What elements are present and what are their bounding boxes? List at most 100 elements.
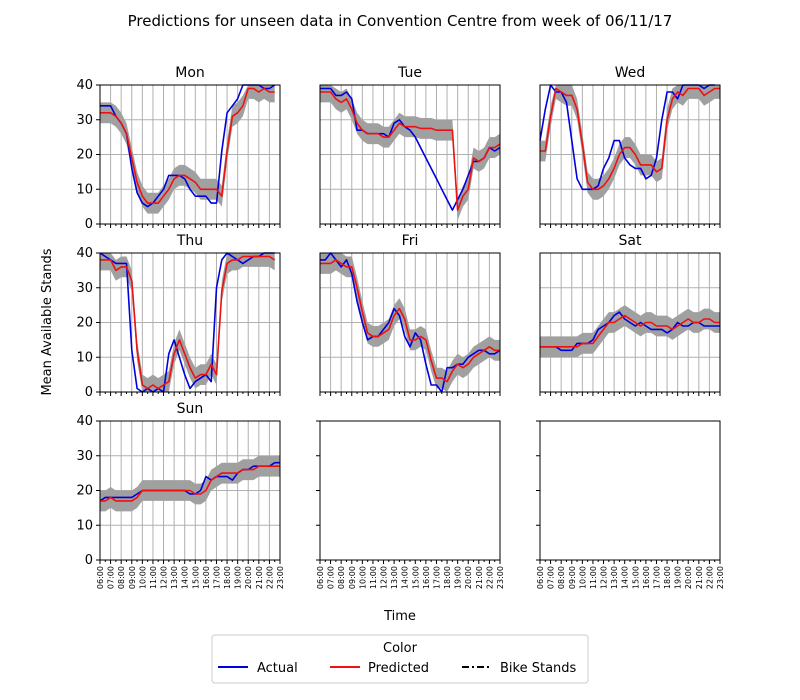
prediction-band (320, 253, 500, 392)
series-actual-line (540, 311, 720, 352)
subplot-wed: Wed (539, 65, 721, 228)
x-tick-label: 08:00 (337, 566, 346, 589)
series-predicted-line (100, 255, 276, 390)
legend-label-actual: Actual (257, 661, 298, 676)
x-tick-label: 09:00 (348, 566, 357, 589)
x-axis-label: Time (383, 609, 416, 624)
x-tick-label: 14:00 (621, 566, 630, 589)
subplot-thu: Thu 0 10 20 30 40 (76, 233, 281, 400)
x-tick-label: 18:00 (663, 566, 672, 589)
legend-label-bike-stands: Bike Stands (500, 661, 577, 676)
y-tick-label: 10 (76, 350, 93, 365)
x-tick-label: 14:00 (181, 566, 190, 589)
prediction-band (540, 305, 720, 358)
subplot-grid: Mon 0 10 20 30 40 Tue Wed Thu 0 10 20 30 40 Fri Sat Sun 0… (76, 65, 725, 589)
x-tick-label: 09:00 (128, 566, 137, 589)
subplot-empty-7: 06:00 07:00 08:00 09:00 10:00 11:00 12:00 13:00… (316, 420, 505, 589)
x-tick-label: 13:00 (390, 566, 399, 589)
x-tick-label: 13:00 (610, 566, 619, 589)
x-tick-label: 16:00 (202, 566, 211, 589)
y-tick-label: 40 (76, 78, 93, 93)
subplot-tue: Tue (319, 65, 501, 228)
subplot-title: Sun (177, 401, 204, 417)
x-tick-label: 22:00 (265, 566, 274, 589)
series-predicted-line (320, 259, 500, 383)
legend-label-predicted: Predicted (368, 661, 429, 676)
x-tick-label: 15:00 (411, 566, 420, 589)
subplot-empty-8: 06:00 07:00 08:00 09:00 10:00 11:00 12:00 13:00… (536, 420, 725, 589)
series-predicted-line (320, 91, 501, 211)
x-tick-label: 11:00 (369, 566, 378, 589)
subplot-title: Mon (175, 65, 205, 81)
x-tick-label: 20:00 (464, 566, 473, 589)
y-tick-label: 30 (76, 113, 93, 128)
x-tick-label: 20:00 (684, 566, 693, 589)
x-tick-label: 11:00 (589, 566, 598, 589)
series-actual-line (320, 87, 501, 211)
y-axis-label: Mean Available Stands (40, 248, 55, 395)
x-tick-label: 06:00 (536, 566, 545, 589)
prediction-band (100, 85, 275, 214)
subplot-frame (539, 420, 721, 561)
x-tick-label: 17:00 (652, 566, 661, 589)
y-tick-label: 10 (76, 182, 93, 197)
subplot-sun: Sun 0 10 20 30 40 06:00 07:00 08:00 09:00 10:00 11:… (76, 401, 285, 589)
legend-box (211, 634, 589, 684)
subplot-title: Thu (176, 233, 203, 249)
x-tick-label: 21:00 (475, 566, 484, 589)
y-tick-label: 20 (76, 484, 93, 499)
x-tick-label: 16:00 (642, 566, 651, 589)
x-tick-label: 10:00 (578, 566, 587, 589)
x-tick-label: 22:00 (705, 566, 714, 589)
subplot-title: Fri (402, 233, 419, 249)
x-tick-label: 10:00 (138, 566, 147, 589)
x-tick-label: 20:00 (244, 566, 253, 589)
legend-title: Color (383, 641, 418, 656)
subplot-title: Tue (397, 65, 422, 81)
x-tick-label: 16:00 (422, 566, 431, 589)
x-tick-label: 19:00 (454, 566, 463, 589)
figure-title: Predictions for unseen data in Conventio… (128, 12, 673, 30)
x-tick-label: 12:00 (600, 566, 609, 589)
x-tick-label: 10:00 (358, 566, 367, 589)
series-predicted-line (100, 87, 275, 204)
subplot-sat: Sat (539, 233, 721, 396)
subplot-frame (319, 420, 501, 561)
x-tick-label: 19:00 (674, 566, 683, 589)
y-tick-label: 20 (76, 148, 93, 163)
series-predicted-line (100, 465, 280, 502)
series-actual-line (99, 252, 275, 393)
x-tick-label: 23:00 (496, 566, 505, 589)
y-tick-label: 20 (76, 316, 93, 331)
x-tick-label: 18:00 (223, 566, 232, 589)
subplot-mon: Mon 0 10 20 30 40 (76, 65, 281, 232)
y-tick-label: 0 (85, 385, 93, 400)
x-tick-label: 12:00 (380, 566, 389, 589)
x-tick-label: 18:00 (443, 566, 452, 589)
y-tick-label: 30 (76, 281, 93, 296)
x-tick-label: 17:00 (212, 566, 221, 589)
prediction-band (100, 455, 280, 512)
prediction-band (540, 85, 720, 200)
x-tick-label: 14:00 (401, 566, 410, 589)
legend: Color Actual Predicted Bike Stands (211, 634, 589, 684)
series-predicted-line (540, 87, 720, 191)
y-tick-label: 40 (76, 414, 93, 429)
series-actual-line (99, 461, 280, 502)
x-tick-label: 15:00 (631, 566, 640, 589)
x-tick-label: 13:00 (170, 566, 179, 589)
y-tick-label: 0 (85, 217, 93, 232)
x-tick-label: 19:00 (234, 566, 243, 589)
y-tick-label: 40 (76, 246, 93, 261)
x-tick-label: 11:00 (149, 566, 158, 589)
prediction-band (320, 85, 500, 221)
x-tick-label: 21:00 (255, 566, 264, 589)
x-tick-label: 23:00 (716, 566, 725, 589)
subplot-title: Sat (619, 233, 642, 249)
x-tick-label: 07:00 (327, 566, 336, 589)
series-predicted-line (540, 314, 720, 348)
x-tick-label: 23:00 (276, 566, 285, 589)
x-tick-label: 09:00 (568, 566, 577, 589)
x-tick-label: 17:00 (432, 566, 441, 589)
